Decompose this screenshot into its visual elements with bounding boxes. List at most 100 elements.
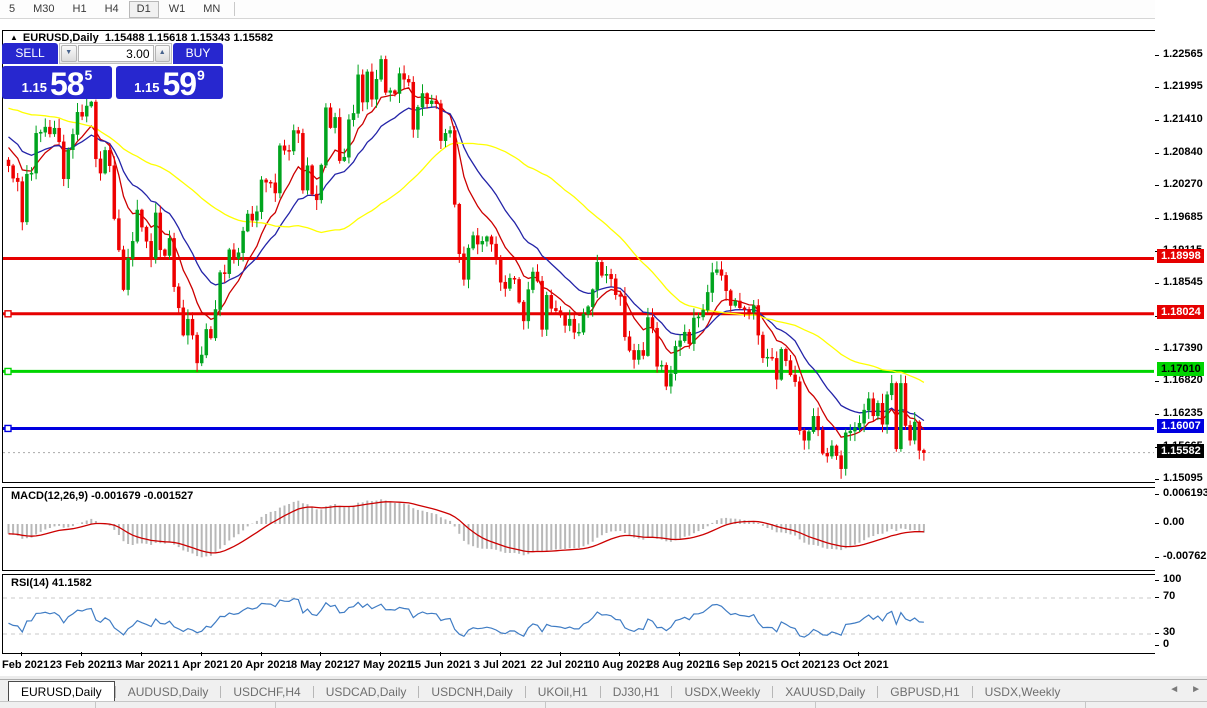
sell-price-major: 1.15 <box>21 80 47 95</box>
candle <box>153 212 158 259</box>
date-tick-label: 28 Aug 2021 <box>647 659 711 671</box>
timeframe-button-m30[interactable]: M30 <box>33 2 55 15</box>
candle <box>517 279 521 303</box>
price-tick-label: 1.19685 <box>1163 211 1203 223</box>
timeframe-button-mn[interactable]: MN <box>203 2 221 15</box>
candle <box>296 130 301 134</box>
candle <box>903 383 908 426</box>
candle <box>871 398 876 417</box>
buy-button[interactable]: BUY <box>173 43 223 64</box>
candle <box>692 317 696 344</box>
candle <box>181 307 186 336</box>
candle <box>701 309 705 318</box>
candle <box>383 59 388 93</box>
rsi-scale-label: 30 <box>1163 626 1176 638</box>
collapse-panel-icon[interactable]: ▲ <box>10 33 18 42</box>
timeframe-button-w1[interactable]: W1 <box>168 2 186 15</box>
tab-scroll-left-icon[interactable]: ◄ <box>1169 684 1180 695</box>
timeframe-button-d1[interactable]: D1 <box>128 0 159 18</box>
candle <box>788 360 793 376</box>
candle <box>227 249 232 274</box>
candle <box>558 310 563 316</box>
price-tick <box>1155 87 1159 88</box>
candle <box>894 383 899 450</box>
lot-size-strip: ▼ ▲ <box>59 43 172 64</box>
candle <box>342 156 347 161</box>
price-tick-label: 1.16235 <box>1163 407 1203 419</box>
candle <box>669 373 673 387</box>
candle <box>485 236 489 242</box>
candle <box>397 73 402 94</box>
chart-tab[interactable]: USDCAD,Daily <box>325 685 407 699</box>
candle <box>176 286 181 309</box>
chart-tab[interactable]: USDCHF,H4 <box>233 685 301 699</box>
rsi-scale-tick <box>1155 597 1159 598</box>
candle <box>733 300 738 306</box>
candle <box>797 381 802 431</box>
moving-average-line <box>7 87 925 438</box>
candle <box>728 290 733 306</box>
candle <box>25 173 29 223</box>
moving-average-line <box>8 106 925 422</box>
timeframe-button-5[interactable]: 5 <box>9 2 16 15</box>
candle <box>365 71 370 103</box>
candle <box>34 133 38 174</box>
date-tick-label: 8 May 2021 <box>290 659 350 671</box>
price-tick-label: 1.15095 <box>1163 472 1203 484</box>
candle <box>503 281 508 289</box>
chart-tab[interactable]: XAUUSD,Daily <box>785 685 866 699</box>
macd-indicator-panel[interactable]: MACD(12,26,9) -0.001679 -0.001527 <box>2 487 1157 571</box>
candle <box>825 453 830 457</box>
lot-size-input[interactable] <box>77 45 154 62</box>
chart-tab[interactable]: DJ30,H1 <box>612 685 660 699</box>
candlestick-chart[interactable] <box>3 31 1154 480</box>
tab-scroll-right-icon[interactable]: ► <box>1191 684 1201 695</box>
candle <box>885 394 889 425</box>
candle <box>186 318 190 336</box>
lot-increase-button[interactable]: ▲ <box>154 45 170 62</box>
candle <box>347 119 351 158</box>
candle <box>535 271 540 282</box>
date-tick <box>380 652 381 656</box>
chart-tab[interactable]: GBPUSD,H1 <box>890 685 960 699</box>
buy-price-box[interactable]: 1.15 59 9 <box>116 66 223 100</box>
candle <box>172 238 176 287</box>
candle <box>655 327 659 367</box>
candle <box>899 383 903 450</box>
candle <box>98 158 103 174</box>
candle <box>250 213 255 221</box>
candle <box>609 274 613 280</box>
chart-tab[interactable]: USDX,Weekly <box>684 685 761 699</box>
candle <box>586 306 590 315</box>
candle <box>880 403 885 425</box>
chart-tab[interactable]: AUDUSD,Daily <box>127 685 209 699</box>
sell-price-box[interactable]: 1.15 58 5 <box>2 66 112 100</box>
lot-decrease-button[interactable]: ▼ <box>61 45 77 62</box>
date-tick-label: 10 Aug 2021 <box>587 659 651 671</box>
candle <box>521 301 526 322</box>
candle <box>581 313 586 333</box>
status-strip-separator <box>275 702 276 708</box>
candle <box>673 346 678 374</box>
timeframe-button-h4[interactable]: H4 <box>104 2 119 15</box>
price-chart-panel[interactable] <box>2 30 1157 483</box>
chart-tab[interactable]: USDCNH,Daily <box>431 685 513 699</box>
candle <box>784 349 788 361</box>
candle <box>328 107 333 128</box>
price-axis[interactable]: 1.22565 1.21995 1.21410 1.20840 1.20270 1.196… <box>1155 0 1207 708</box>
rsi-indicator-panel[interactable]: RSI(14) 41.1582 <box>2 574 1157 654</box>
sell-button[interactable]: SELL <box>2 43 58 64</box>
candle <box>439 103 443 141</box>
macd-scale-label: 0.006193 <box>1163 487 1207 499</box>
date-tick <box>141 652 142 656</box>
candle <box>724 275 728 291</box>
candle <box>462 253 466 280</box>
chart-tab[interactable]: EURUSD,Daily <box>8 681 115 702</box>
sell-price-point: 5 <box>84 67 93 83</box>
chart-tab[interactable]: USDX,Weekly <box>984 685 1061 699</box>
price-tick-label: 1.21995 <box>1163 80 1203 92</box>
candle <box>38 131 43 134</box>
chart-tab[interactable]: UKOil,H1 <box>537 685 588 699</box>
timeframe-button-h1[interactable]: H1 <box>72 2 87 15</box>
ohlc-open: 1.15488 <box>104 32 145 44</box>
